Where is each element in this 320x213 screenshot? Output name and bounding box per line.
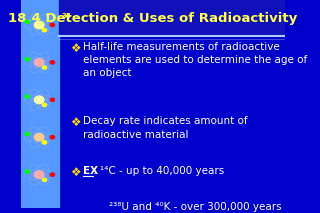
Circle shape <box>42 178 47 181</box>
Circle shape <box>34 171 44 178</box>
Circle shape <box>50 23 54 27</box>
Text: ❖: ❖ <box>70 42 80 55</box>
Text: Decay rate indicates amount of
radioactive material: Decay rate indicates amount of radioacti… <box>83 117 247 140</box>
Circle shape <box>25 132 29 136</box>
Circle shape <box>34 134 44 141</box>
Circle shape <box>42 66 47 69</box>
Circle shape <box>50 173 54 176</box>
Circle shape <box>34 59 44 66</box>
Text: 34: 34 <box>62 13 72 19</box>
Text: : ¹⁴C - up to 40,000 years: : ¹⁴C - up to 40,000 years <box>93 166 224 176</box>
Circle shape <box>34 96 44 104</box>
Circle shape <box>34 21 44 29</box>
Circle shape <box>25 58 29 61</box>
Bar <box>59 0 285 36</box>
Text: Half-life measurements of radioactive
elements are used to determine the age of
: Half-life measurements of radioactive el… <box>83 42 307 78</box>
Text: EX: EX <box>83 166 98 176</box>
Text: ❖: ❖ <box>70 166 80 179</box>
Text: 18.4 Detection & Uses of Radioactivity: 18.4 Detection & Uses of Radioactivity <box>8 12 298 25</box>
Circle shape <box>42 103 47 107</box>
Text: ²³⁸U and ⁴⁰K - over 300,000 years: ²³⁸U and ⁴⁰K - over 300,000 years <box>109 202 282 212</box>
Circle shape <box>42 141 47 144</box>
Circle shape <box>50 98 54 101</box>
Circle shape <box>25 170 29 173</box>
Text: ❖: ❖ <box>70 117 80 130</box>
Circle shape <box>50 61 54 64</box>
Circle shape <box>42 29 47 32</box>
Circle shape <box>25 95 29 98</box>
Bar <box>20 0 59 208</box>
Circle shape <box>50 135 54 139</box>
Circle shape <box>25 20 29 23</box>
